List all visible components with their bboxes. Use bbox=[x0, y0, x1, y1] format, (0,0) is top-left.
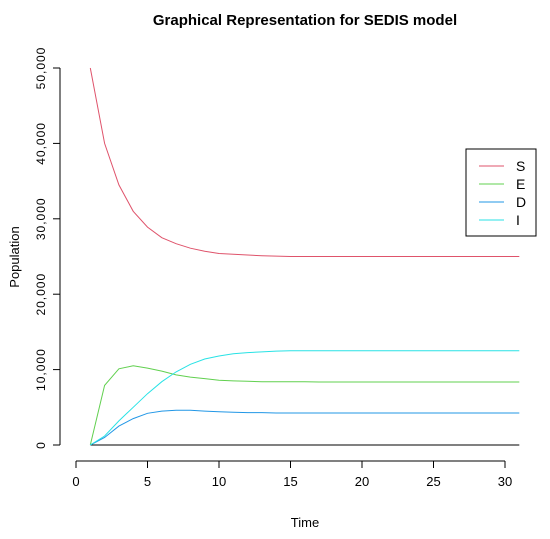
legend: SEDI bbox=[465, 148, 537, 237]
legend-label-I: I bbox=[516, 212, 520, 228]
series-line-D bbox=[90, 409, 520, 446]
y-tick-label: 20,000 bbox=[34, 273, 48, 316]
series-line-E bbox=[89, 365, 520, 446]
y-axis: 0 10,000 20,000 30,000 40,000 50,000 bbox=[34, 47, 61, 449]
legend-label-D: D bbox=[516, 194, 526, 210]
series-line-I bbox=[90, 350, 520, 446]
series-group bbox=[89, 67, 520, 446]
x-tick-label: 30 bbox=[498, 474, 512, 489]
x-tick-label: 20 bbox=[355, 474, 369, 489]
y-axis-label: Population bbox=[7, 226, 22, 287]
y-tick-label: 30,000 bbox=[34, 197, 48, 240]
legend-box bbox=[465, 148, 537, 237]
x-tick-label: 25 bbox=[426, 474, 440, 489]
y-tick-label: 40,000 bbox=[34, 122, 48, 165]
x-axis: 0 5 10 15 20 25 30 bbox=[72, 460, 512, 489]
y-tick-label: 10,000 bbox=[34, 348, 48, 391]
x-tick-label: 15 bbox=[283, 474, 297, 489]
legend-label-E: E bbox=[516, 176, 525, 192]
y-tick-label: 0 bbox=[34, 441, 48, 449]
x-tick-label: 0 bbox=[72, 474, 79, 489]
series-line-S bbox=[89, 67, 520, 257]
x-tick-label: 10 bbox=[212, 474, 226, 489]
chart-title: Graphical Representation for SEDIS model bbox=[153, 12, 457, 29]
y-tick-label: 50,000 bbox=[34, 47, 48, 90]
x-axis-label: Time bbox=[291, 515, 319, 530]
x-tick-label: 5 bbox=[144, 474, 151, 489]
legend-label-S: S bbox=[516, 158, 525, 174]
